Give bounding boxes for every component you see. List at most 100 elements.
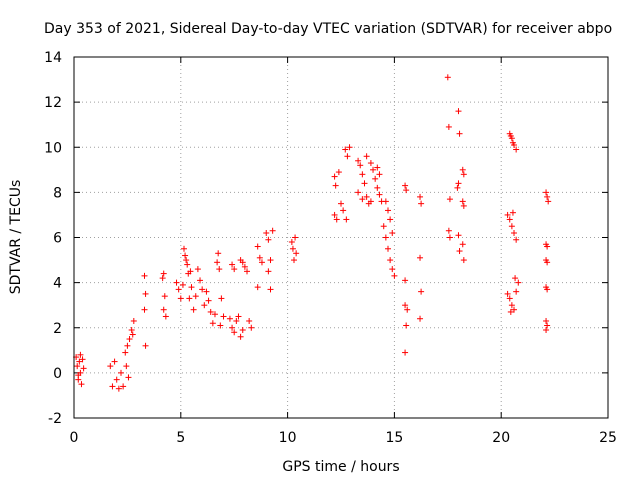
data-point bbox=[235, 313, 242, 320]
data-point bbox=[513, 236, 520, 243]
data-point bbox=[77, 351, 84, 358]
data-point bbox=[418, 288, 425, 295]
data-point bbox=[160, 270, 167, 277]
y-tick-label: 12 bbox=[44, 95, 62, 111]
y-tick-label: 0 bbox=[53, 366, 62, 382]
data-point bbox=[162, 313, 169, 320]
x-tick-label: 15 bbox=[385, 430, 403, 446]
data-point bbox=[367, 198, 374, 205]
data-point bbox=[214, 259, 221, 266]
y-axis-label: SDTVAR / TECUs bbox=[8, 180, 24, 295]
data-point bbox=[361, 180, 368, 187]
data-point bbox=[293, 250, 300, 257]
data-point bbox=[460, 257, 467, 264]
data-point bbox=[239, 327, 246, 334]
data-point bbox=[190, 306, 197, 313]
data-point bbox=[370, 166, 377, 173]
data-point bbox=[182, 252, 189, 259]
data-point bbox=[382, 198, 389, 205]
data-point bbox=[446, 234, 453, 241]
data-point bbox=[445, 123, 452, 130]
data-point bbox=[384, 207, 391, 214]
data-point bbox=[402, 182, 409, 189]
data-point bbox=[342, 146, 349, 153]
data-point bbox=[254, 243, 261, 250]
data-point bbox=[161, 293, 168, 300]
axis-ticks: 0 5 10 15 20 25 -2 0 2 4 6 8 10 12 14 bbox=[44, 50, 617, 446]
data-point bbox=[186, 295, 193, 302]
data-point bbox=[199, 286, 206, 293]
data-point bbox=[175, 286, 182, 293]
data-point bbox=[455, 180, 462, 187]
y-tick-label: 14 bbox=[44, 50, 62, 66]
data-point bbox=[241, 263, 248, 270]
data-point bbox=[128, 327, 135, 334]
y-tick-label: 10 bbox=[44, 140, 62, 156]
data-point bbox=[184, 261, 191, 268]
data-point bbox=[263, 229, 270, 236]
data-point bbox=[126, 336, 133, 343]
data-point bbox=[543, 327, 550, 334]
data-point bbox=[79, 356, 86, 363]
data-point bbox=[338, 200, 344, 207]
data-point bbox=[509, 139, 516, 146]
data-point bbox=[292, 234, 299, 241]
data-point bbox=[543, 317, 550, 324]
data-point bbox=[456, 130, 463, 137]
data-point bbox=[256, 254, 263, 261]
data-point bbox=[387, 216, 394, 223]
data-point bbox=[511, 306, 518, 313]
x-tick-label: 0 bbox=[70, 430, 79, 446]
data-point bbox=[376, 191, 383, 198]
data-point bbox=[124, 342, 131, 349]
data-point bbox=[418, 200, 425, 207]
data-point bbox=[363, 153, 370, 160]
data-point bbox=[231, 266, 238, 273]
data-point bbox=[359, 171, 366, 178]
y-tick-label: 2 bbox=[53, 321, 62, 337]
data-point bbox=[380, 223, 387, 230]
data-point bbox=[205, 297, 212, 304]
data-point bbox=[237, 333, 244, 340]
data-point bbox=[544, 322, 551, 329]
data-point bbox=[404, 306, 411, 313]
data-point bbox=[335, 169, 342, 176]
data-point bbox=[513, 288, 520, 295]
data-point bbox=[376, 171, 383, 178]
data-point bbox=[117, 369, 124, 376]
data-point bbox=[357, 162, 364, 169]
data-point bbox=[513, 146, 520, 153]
x-tick-label: 25 bbox=[599, 430, 617, 446]
data-point bbox=[216, 266, 223, 273]
data-point bbox=[417, 193, 424, 200]
data-point bbox=[265, 268, 272, 275]
data-point bbox=[446, 196, 453, 203]
y-tick-label: 6 bbox=[53, 231, 62, 247]
data-point bbox=[142, 342, 149, 349]
data-point bbox=[78, 381, 85, 388]
data-point bbox=[331, 173, 338, 180]
data-point bbox=[209, 320, 216, 327]
x-tick-label: 5 bbox=[176, 430, 185, 446]
data-point bbox=[229, 324, 236, 331]
data-point bbox=[217, 322, 224, 329]
data-point bbox=[115, 385, 122, 392]
data-point bbox=[211, 311, 218, 318]
data-point bbox=[417, 254, 424, 261]
data-point bbox=[248, 324, 255, 331]
data-point bbox=[455, 232, 462, 239]
data-point bbox=[192, 293, 199, 300]
data-point bbox=[355, 189, 362, 196]
data-point bbox=[215, 250, 222, 257]
data-point bbox=[142, 290, 149, 297]
data-point bbox=[544, 286, 551, 293]
data-point bbox=[344, 153, 351, 160]
data-point bbox=[454, 184, 461, 191]
data-point bbox=[374, 184, 381, 191]
data-point bbox=[382, 234, 389, 241]
data-point bbox=[183, 257, 190, 264]
data-point bbox=[141, 272, 148, 279]
data-point bbox=[374, 164, 381, 171]
x-tick-label: 10 bbox=[279, 430, 297, 446]
data-point bbox=[203, 288, 210, 295]
